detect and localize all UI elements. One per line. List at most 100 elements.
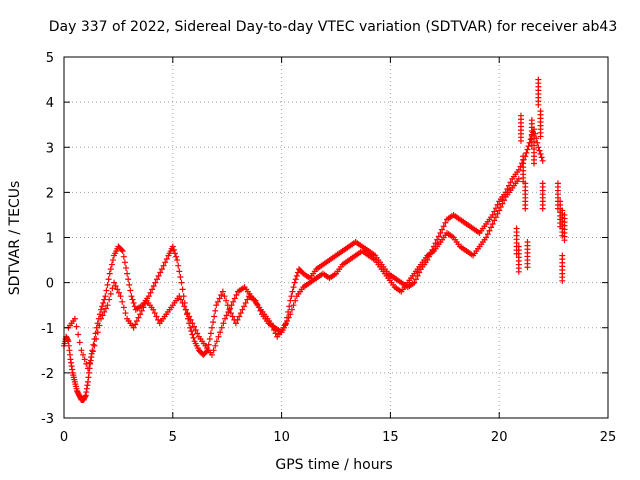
data-point-trace-A [286, 303, 293, 310]
data-point-trace-B [192, 327, 199, 334]
data-point-trace-A [189, 331, 196, 338]
data-point-spikes [559, 277, 566, 284]
data-point-trace-A [539, 157, 546, 164]
data-point-spikes [561, 237, 568, 244]
data-point-trace-A [292, 276, 299, 283]
grid [64, 57, 608, 418]
data-point-trace-B [155, 316, 162, 323]
data-point-trace-A [158, 266, 165, 273]
data-point-trace-B [117, 293, 124, 300]
data-point-trace-B [137, 311, 144, 318]
data-point-trace-B [269, 323, 276, 330]
data-point-trace-B [217, 329, 224, 336]
data-point-trace-A [535, 144, 542, 151]
data-point-trace-A [489, 211, 496, 218]
data-point-trace-A [155, 272, 162, 279]
data-point-trace-A [289, 288, 296, 295]
data-point-trace-A [242, 299, 249, 306]
data-point-trace-B [499, 200, 506, 207]
data-point-trace-B [122, 310, 129, 317]
data-point-trace-B [88, 354, 95, 361]
data-point-trace-B [76, 339, 83, 346]
data-point-trace-A [96, 311, 103, 318]
data-point-trace-A [244, 296, 251, 303]
data-point-spikes [535, 101, 542, 108]
data-point-trace-B [176, 293, 183, 300]
data-point-trace-A [236, 313, 243, 320]
data-point-trace-A [218, 292, 225, 299]
data-point-trace-B [486, 227, 493, 234]
data-point-trace-B [194, 330, 201, 337]
data-point-trace-A [118, 246, 125, 253]
data-point-trace-A [173, 253, 180, 260]
data-point-trace-A [213, 302, 220, 309]
data-point-trace-A [214, 298, 221, 305]
data-point-trace-A [171, 250, 178, 257]
data-point-trace-A [534, 139, 541, 146]
axis-ticks [63, 56, 609, 419]
data-point-trace-A [163, 255, 170, 262]
data-point-trace-B [84, 365, 91, 372]
data-point-trace-A [232, 320, 239, 327]
data-point-trace-B [91, 342, 98, 349]
data-point-trace-B [230, 298, 237, 305]
data-point-trace-B [112, 283, 119, 290]
data-point-spikes [539, 205, 546, 212]
data-point-trace-B [496, 207, 503, 214]
data-point-trace-A [229, 313, 236, 320]
data-point-trace-A [288, 293, 295, 300]
data-point-trace-B [75, 331, 82, 338]
data-point-trace-A [105, 276, 112, 283]
data-point-trace-B [189, 320, 196, 327]
data-point-trace-B [94, 329, 101, 336]
data-point-trace-A [97, 306, 104, 313]
data-point-trace-A [120, 253, 127, 260]
data-point-trace-B [119, 298, 126, 305]
data-point-trace-B [494, 210, 501, 217]
y-tick-label: -3 [41, 412, 54, 427]
data-point-trace-A [121, 259, 128, 266]
x-axis-label: GPS time / hours [275, 457, 392, 473]
data-point-trace-B [488, 224, 495, 231]
data-point-trace-B [220, 320, 227, 327]
data-point-trace-B [81, 356, 88, 363]
data-point-trace-A [99, 303, 106, 310]
data-point-trace-B [290, 302, 297, 309]
data-point-trace-B [104, 302, 111, 309]
data-point-trace-B [101, 308, 108, 315]
x-tick-label: 25 [600, 430, 617, 445]
data-point-trace-B [210, 347, 217, 354]
data-point-trace-B [213, 338, 220, 345]
data-point-trace-B [228, 302, 235, 309]
data-point-trace-A [525, 143, 532, 150]
data-point-trace-B [140, 304, 147, 311]
data-point-trace-A [504, 185, 511, 192]
data-point-trace-A [211, 313, 218, 320]
data-point-trace-B [114, 286, 121, 293]
data-point-trace-B [186, 313, 193, 320]
x-tick-label: 20 [491, 430, 508, 445]
data-point-trace-B [491, 217, 498, 224]
data-point-spikes [517, 137, 524, 144]
data-point-trace-A [237, 310, 244, 317]
data-point-trace-A [119, 248, 126, 255]
data-point-trace-A [149, 286, 156, 293]
data-point-trace-B [182, 306, 189, 313]
data-point-spikes [531, 160, 538, 167]
data-point-trace-A [154, 276, 161, 283]
chart-title: Day 337 of 2022, Sidereal Day-to-day VTE… [49, 19, 618, 35]
data-point-trace-A [523, 149, 530, 156]
data-point-trace-A [160, 262, 167, 269]
data-point-trace-B [130, 324, 137, 331]
data-point-trace-B [187, 316, 194, 323]
data-point-trace-A [439, 226, 446, 233]
data-point-trace-A [208, 324, 215, 331]
data-point-trace-A [129, 296, 136, 303]
data-point-trace-A [100, 299, 107, 306]
data-point-trace-A [290, 284, 297, 291]
y-tick-label: 0 [46, 277, 54, 292]
data-point-trace-B [153, 313, 160, 320]
data-point-trace-B [282, 321, 289, 328]
data-point-trace-B [208, 351, 215, 358]
